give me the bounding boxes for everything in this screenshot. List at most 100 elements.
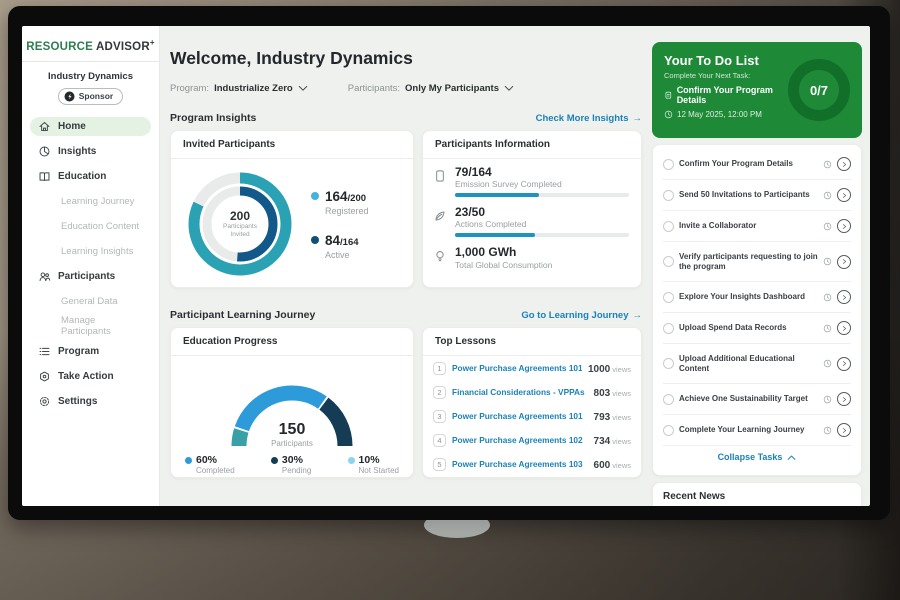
- lesson-row[interactable]: 4 Power Purchase Agreements 102 734 views: [423, 428, 641, 452]
- sidebar-item-participants[interactable]: Participants: [30, 267, 151, 286]
- chevron-right-icon: [842, 223, 846, 229]
- lesson-link[interactable]: Power Purchase Agreements 102: [452, 435, 583, 445]
- chevron-down-icon: [504, 85, 514, 91]
- take-action-icon: [40, 371, 49, 382]
- clock-icon: [823, 222, 832, 230]
- task-open-button[interactable]: [837, 321, 851, 335]
- legend-dot: [270, 456, 278, 464]
- nav-label: Program: [58, 345, 100, 357]
- lesson-rank: 4: [433, 433, 446, 447]
- sidebar-item-manage-participants[interactable]: Manage Participants: [30, 315, 151, 337]
- lesson-link[interactable]: Financial Considerations - VPPAs: [452, 387, 585, 397]
- nav-label: Participants: [58, 270, 116, 282]
- task-checkbox[interactable]: [663, 189, 674, 201]
- task-checkbox[interactable]: [663, 220, 674, 232]
- task-row[interactable]: Invite a Collaborator: [663, 211, 851, 242]
- sidebar-item-general-data[interactable]: General Data: [30, 292, 151, 311]
- task-checkbox[interactable]: [663, 424, 674, 436]
- clock-icon: [823, 359, 832, 368]
- nav-label: Take Action: [58, 370, 114, 382]
- go-to-learning-journey-link[interactable]: Go to Learning Journey →: [521, 309, 642, 321]
- task-row[interactable]: Complete Your Learning Journey: [663, 415, 851, 446]
- sidebar-item-learning-journey[interactable]: Learning Journey: [30, 192, 151, 211]
- invited-participants-card: Invited Participants: [170, 130, 414, 288]
- task-open-button[interactable]: [837, 219, 851, 233]
- sidebar-item-take-action[interactable]: Take Action: [30, 367, 151, 386]
- sidebar-item-education-content[interactable]: Education Content: [30, 217, 151, 236]
- task-open-button[interactable]: [837, 423, 851, 437]
- education-gauge-chart: 150 Participants: [197, 362, 387, 448]
- chevron-right-icon: [842, 161, 846, 167]
- check-more-insights-link[interactable]: Check More Insights →: [535, 112, 643, 124]
- todo-summary-card: Your To Do List Complete Your Next Task:…: [652, 42, 862, 138]
- task-open-button[interactable]: [837, 188, 851, 202]
- home-icon: [39, 121, 50, 131]
- task-row[interactable]: Verify participants requesting to join t…: [663, 242, 851, 282]
- legend-dot: [347, 456, 355, 464]
- chevron-right-icon: [842, 192, 846, 198]
- recent-news-title: Recent News: [663, 491, 726, 502]
- clock-icon: [823, 191, 832, 199]
- task-row[interactable]: Send 50 Invitations to Participants: [663, 180, 851, 211]
- nav-label: Insights: [58, 145, 97, 157]
- program-value: Industrialize Zero: [214, 83, 293, 94]
- program-label: Program:: [170, 83, 210, 94]
- lesson-row[interactable]: 3 Power Purchase Agreements 101 793 views: [423, 404, 641, 428]
- task-checkbox[interactable]: [663, 358, 674, 369]
- task-open-button[interactable]: [837, 157, 851, 171]
- lesson-link[interactable]: Power Purchase Agreements 101: [452, 363, 582, 373]
- sponsor-icon: [64, 91, 75, 102]
- program-dropdown[interactable]: Program: Industrialize Zero: [170, 83, 308, 94]
- sidebar-item-home[interactable]: Home: [30, 116, 151, 136]
- todo-next-task: Confirm Your Program Details: [676, 85, 773, 105]
- education-legend: 60% Completed 30% Pending 10% Not Starte…: [171, 448, 413, 475]
- task-open-button[interactable]: [837, 392, 851, 406]
- nav-label: General Data: [61, 295, 118, 307]
- chevron-right-icon: [842, 259, 846, 264]
- lesson-row[interactable]: 2 Financial Considerations - VPPAs 803 vi…: [423, 380, 641, 404]
- clipboard-icon: [665, 91, 672, 99]
- task-checkbox[interactable]: [663, 393, 674, 405]
- arrow-right-icon: →: [632, 112, 643, 124]
- lesson-row[interactable]: 5 Power Purchase Agreements 103 600 views: [423, 452, 641, 476]
- dashboard-screen: RESOURCE ADVISOR+ Industry Dynamics Spon…: [22, 26, 870, 506]
- sidebar-item-education[interactable]: Education: [30, 167, 151, 186]
- task-open-button[interactable]: [837, 254, 851, 269]
- sidebar-item-insights[interactable]: Insights: [30, 142, 151, 161]
- legend-active: 84/164 Active: [311, 232, 369, 260]
- lesson-link[interactable]: Power Purchase Agreements 101: [452, 411, 583, 421]
- chevron-right-icon: [842, 361, 846, 366]
- clock-icon: [823, 426, 832, 434]
- task-row[interactable]: Upload Spend Data Records: [663, 313, 851, 344]
- collapse-tasks-button[interactable]: Collapse Tasks: [663, 446, 851, 468]
- task-checkbox[interactable]: [663, 158, 674, 170]
- task-checkbox[interactable]: [663, 256, 674, 267]
- sidebar-item-settings[interactable]: Settings: [30, 392, 151, 411]
- nav-label: Home: [58, 120, 86, 132]
- task-open-button[interactable]: [837, 356, 851, 371]
- sidebar-item-program[interactable]: Program: [30, 342, 151, 361]
- task-row[interactable]: Upload Additional Educational Content: [663, 344, 851, 384]
- lesson-rank: 2: [433, 385, 446, 399]
- sponsor-badge: Sponsor: [57, 87, 124, 105]
- chevron-right-icon: [842, 294, 846, 300]
- clock-icon: [823, 324, 832, 332]
- nav-label: Education Content: [61, 220, 140, 232]
- participants-dropdown[interactable]: Participants: Only My Participants: [348, 83, 514, 94]
- lesson-link[interactable]: Power Purchase Agreements 103: [452, 459, 583, 469]
- task-row[interactable]: Explore Your Insights Dashboard: [663, 282, 851, 313]
- card-title: Education Progress: [171, 328, 413, 356]
- task-row[interactable]: Confirm Your Program Details: [663, 149, 851, 180]
- nav-label: Learning Journey: [61, 195, 135, 207]
- recent-news-card: Recent News: [652, 482, 862, 506]
- task-checkbox[interactable]: [663, 291, 674, 303]
- program-icon: [39, 347, 50, 355]
- chevron-right-icon: [842, 396, 846, 402]
- logo-plus: +: [149, 38, 155, 47]
- lesson-row[interactable]: 1 Power Purchase Agreements 101 1000 view…: [423, 356, 641, 380]
- task-checkbox[interactable]: [663, 322, 674, 334]
- task-open-button[interactable]: [837, 290, 851, 304]
- sidebar-item-learning-insights[interactable]: Learning Insights: [30, 242, 151, 261]
- filter-bar: Program: Industrialize Zero Participants…: [170, 83, 514, 94]
- task-row[interactable]: Achieve One Sustainability Target: [663, 384, 851, 415]
